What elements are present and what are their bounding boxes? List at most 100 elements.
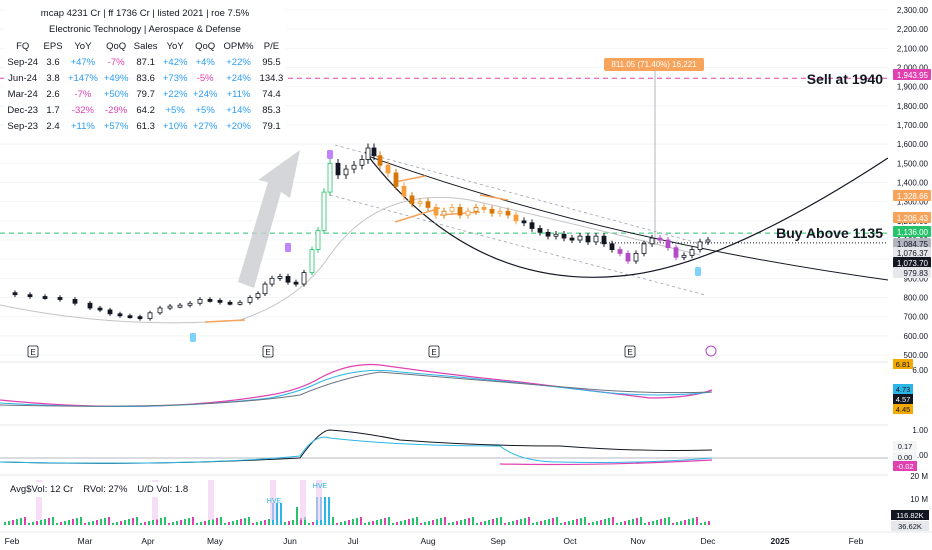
volume-bar xyxy=(360,517,362,525)
volume-bar xyxy=(176,521,178,525)
candle-body xyxy=(489,208,495,214)
volume-bar xyxy=(612,517,614,525)
candle-body xyxy=(117,313,123,317)
volume-bar xyxy=(604,519,606,525)
candle-body xyxy=(197,299,203,304)
table-row: Sep-24 3.6 +47% -7% 87.1 +42% +4% +22% 95.5 xyxy=(4,54,286,70)
volume-bar xyxy=(28,523,30,525)
price-tick-label: 2,100.00 xyxy=(897,44,929,53)
volume-bar xyxy=(404,520,406,525)
candle-body xyxy=(301,272,307,285)
table-cell: Sep-23 xyxy=(7,120,39,132)
volume-bar xyxy=(348,520,350,525)
volume-bar xyxy=(608,518,610,525)
candle-body xyxy=(262,283,268,295)
momentum-arrow xyxy=(238,150,300,288)
volume-bar xyxy=(228,522,230,525)
candle-body xyxy=(689,249,695,256)
price-label-box xyxy=(893,190,931,201)
volume-bar xyxy=(496,518,498,525)
volume-bar xyxy=(44,519,46,525)
candle-body xyxy=(649,237,655,245)
price-tick-label: 700.00 xyxy=(904,313,929,322)
rs-label-box xyxy=(893,359,913,369)
candle-body xyxy=(497,210,503,214)
price-label-box xyxy=(893,226,931,237)
rs-line xyxy=(0,363,713,408)
candle-body xyxy=(207,299,213,302)
candle-body xyxy=(409,195,415,204)
candle-body xyxy=(561,233,567,239)
volume-bar xyxy=(268,519,270,525)
candle-body xyxy=(277,276,283,279)
channel-upper xyxy=(334,144,706,246)
volume-bar xyxy=(252,523,254,525)
volume-bar xyxy=(88,522,90,525)
volume-bar xyxy=(20,518,22,525)
volume-bar xyxy=(192,517,194,525)
volume-bar xyxy=(444,517,446,525)
volume-bar xyxy=(184,519,186,525)
rs-tick-label: 6.00 xyxy=(912,366,928,375)
volume-highlight xyxy=(36,480,42,520)
hve-label: HVE xyxy=(313,483,328,490)
volume-bar xyxy=(460,520,462,525)
table-row: Jun-24 3.8 +147% +49% 83.6 +73% -5% +24% 134.3 xyxy=(4,70,286,86)
table-cell: +57% xyxy=(103,120,129,132)
candle-body xyxy=(12,292,18,296)
table-cell: +73% xyxy=(162,72,188,84)
price-label-box xyxy=(893,69,931,80)
signal-marker xyxy=(285,243,291,252)
volume-bar xyxy=(432,520,434,525)
candle-body xyxy=(705,239,711,243)
candle-body xyxy=(657,237,663,241)
candle-body xyxy=(315,230,321,250)
price-label: 1,073.70 xyxy=(897,259,929,268)
candle-body xyxy=(473,207,479,212)
orange-level xyxy=(479,194,509,201)
column-header: OPM% xyxy=(223,40,254,52)
price-label: 1,206.43 xyxy=(897,214,929,223)
volume-bar xyxy=(304,517,306,525)
volume-bar xyxy=(464,519,466,525)
price-label-box xyxy=(893,212,931,223)
table-cell: +24% xyxy=(226,72,251,84)
volume-bar xyxy=(588,523,590,525)
price-tick-label: 1,500.00 xyxy=(897,159,929,168)
volume-bar xyxy=(112,523,114,525)
volume-bar xyxy=(620,522,622,525)
volume-bar xyxy=(52,517,54,525)
volume-bar xyxy=(352,519,354,525)
volume-bar xyxy=(680,521,682,525)
volume-bar xyxy=(240,519,242,525)
volume-bar xyxy=(584,517,586,525)
candle-body xyxy=(537,228,543,233)
volume-bar xyxy=(236,520,238,525)
volume-bar xyxy=(580,518,582,525)
candle-body xyxy=(673,247,679,258)
table-cell: Jun-24 xyxy=(8,72,38,84)
volume-bar xyxy=(152,520,154,525)
orange-level xyxy=(394,207,441,223)
price-tick-label: 1,300.00 xyxy=(897,198,929,207)
table-cell: -7% xyxy=(74,88,92,100)
volume-bar xyxy=(556,517,558,525)
volume-bar xyxy=(512,521,514,525)
candle-body xyxy=(481,207,487,210)
candle-body xyxy=(371,147,377,157)
volume-bar xyxy=(388,517,390,525)
volume-bar xyxy=(600,520,602,525)
table-cell: +11% xyxy=(226,88,251,100)
time-axis-label: Sep xyxy=(490,536,505,546)
price-tick-label: 1,800.00 xyxy=(897,102,929,111)
buy-annotation: Buy Above 1135 xyxy=(776,225,883,241)
price-label-box xyxy=(893,247,931,258)
candle-body xyxy=(585,235,591,243)
candle-body xyxy=(255,293,261,298)
volume-bar xyxy=(524,518,526,525)
volume-bar xyxy=(420,523,422,525)
sector-label: Electronic Technology | Aerospace & Defe… xyxy=(49,24,241,35)
volume-bar xyxy=(64,521,66,525)
volume-bar xyxy=(384,518,386,525)
